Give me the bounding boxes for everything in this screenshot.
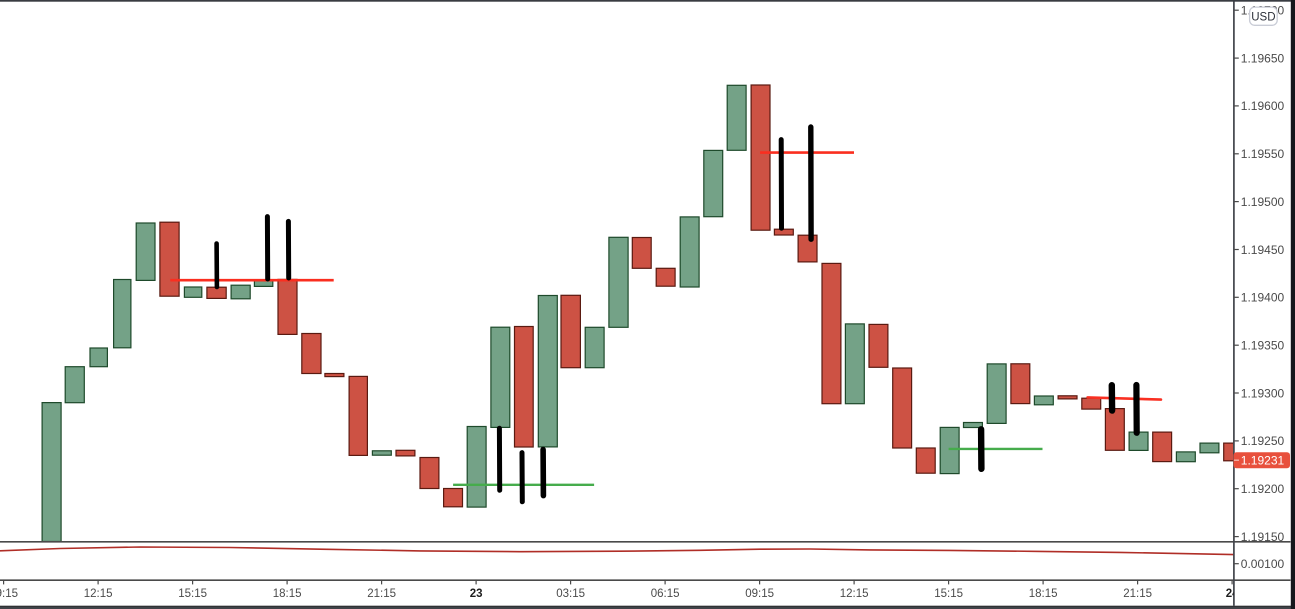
svg-text:18:15: 18:15 <box>1029 588 1058 600</box>
svg-text:03:15: 03:15 <box>556 588 585 600</box>
svg-text:1.19450: 1.19450 <box>1241 243 1285 257</box>
svg-text:0.00100: 0.00100 <box>1241 557 1285 571</box>
svg-text:06:15: 06:15 <box>651 588 680 600</box>
svg-text:15:15: 15:15 <box>934 588 963 600</box>
svg-text:24: 24 <box>1226 588 1239 600</box>
svg-text:09:15: 09:15 <box>745 588 774 600</box>
svg-text:18:15: 18:15 <box>273 588 302 600</box>
svg-text:1.19400: 1.19400 <box>1241 291 1285 305</box>
svg-text:23: 23 <box>470 588 483 600</box>
svg-text:1.19300: 1.19300 <box>1241 386 1285 400</box>
svg-text:12:15: 12:15 <box>840 588 869 600</box>
svg-text:1.19250: 1.19250 <box>1241 434 1285 448</box>
svg-text:21:15: 21:15 <box>1123 588 1152 600</box>
svg-text:USD: USD <box>1251 11 1275 23</box>
svg-text:1.19500: 1.19500 <box>1241 195 1285 209</box>
svg-text:1.19231: 1.19231 <box>1241 454 1285 468</box>
svg-text:1.19650: 1.19650 <box>1241 51 1285 65</box>
svg-text:1.19550: 1.19550 <box>1241 147 1285 161</box>
svg-text:15:15: 15:15 <box>178 588 207 600</box>
svg-text:1.19600: 1.19600 <box>1241 99 1285 113</box>
svg-text:12:15: 12:15 <box>84 588 113 600</box>
svg-text:1.19200: 1.19200 <box>1241 482 1285 496</box>
svg-text:21:15: 21:15 <box>367 588 396 600</box>
svg-text:1.19150: 1.19150 <box>1241 530 1285 544</box>
svg-text:1.19350: 1.19350 <box>1241 339 1285 353</box>
svg-text:09:15: 09:15 <box>0 588 18 600</box>
